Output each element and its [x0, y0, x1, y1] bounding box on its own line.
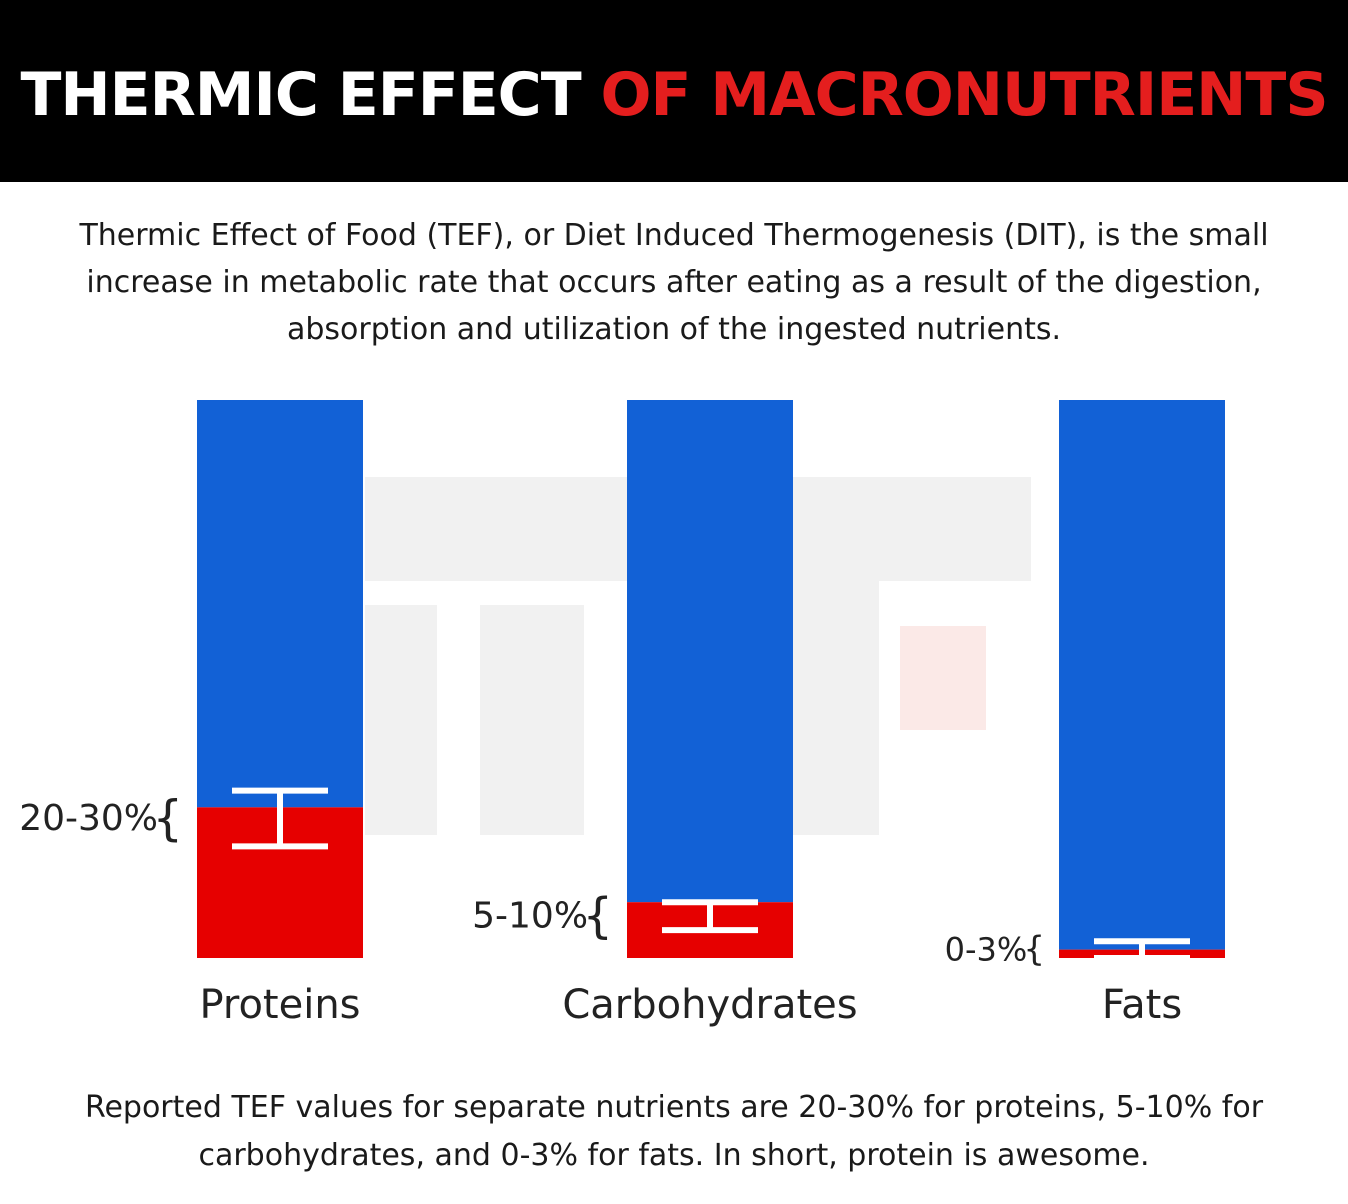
category-label-fats: Fats	[1102, 982, 1182, 1028]
intro-line-3: absorption and utilization of the ingest…	[286, 312, 1062, 347]
header-banner: THERMIC EFFECT OF MACRONUTRIENTS	[0, 0, 1348, 182]
brace-carbohydrates: {	[582, 888, 613, 944]
category-label-carbohydrates: Carbohydrates	[562, 982, 857, 1028]
title-part-white: THERMIC EFFECT	[20, 60, 581, 130]
brace-fats: {	[1023, 930, 1045, 970]
page-title: THERMIC EFFECT OF MACRONUTRIENTS	[0, 0, 1348, 182]
intro-line-1: Thermic Effect of Food (TEF), or Diet In…	[79, 218, 1269, 253]
bar-remainder-fats	[1059, 400, 1225, 950]
footer-line-1: Reported TEF values for separate nutrien…	[84, 1090, 1264, 1125]
bar-remainder-proteins	[197, 400, 363, 808]
bar-remainder-carbohydrates	[627, 400, 793, 903]
watermark-logo	[365, 477, 1031, 835]
category-label-proteins: Proteins	[199, 982, 360, 1028]
range-label-carbohydrates: 5-10%	[472, 896, 588, 937]
range-label-fats: 0-3%	[945, 931, 1028, 969]
intro-paragraph: Thermic Effect of Food (TEF), or Diet In…	[40, 212, 1308, 353]
intro-line-2: increase in metabolic rate that occurs a…	[86, 265, 1262, 300]
range-label-proteins: 20-30%	[19, 798, 158, 839]
footer-line-2: carbohydrates, and 0-3% for fats. In sho…	[198, 1138, 1150, 1173]
footer-note: Reported TEF values for separate nutrien…	[40, 1084, 1308, 1180]
brace-proteins: {	[152, 791, 183, 847]
title-part-red: OF MACRONUTRIENTS	[600, 60, 1329, 130]
